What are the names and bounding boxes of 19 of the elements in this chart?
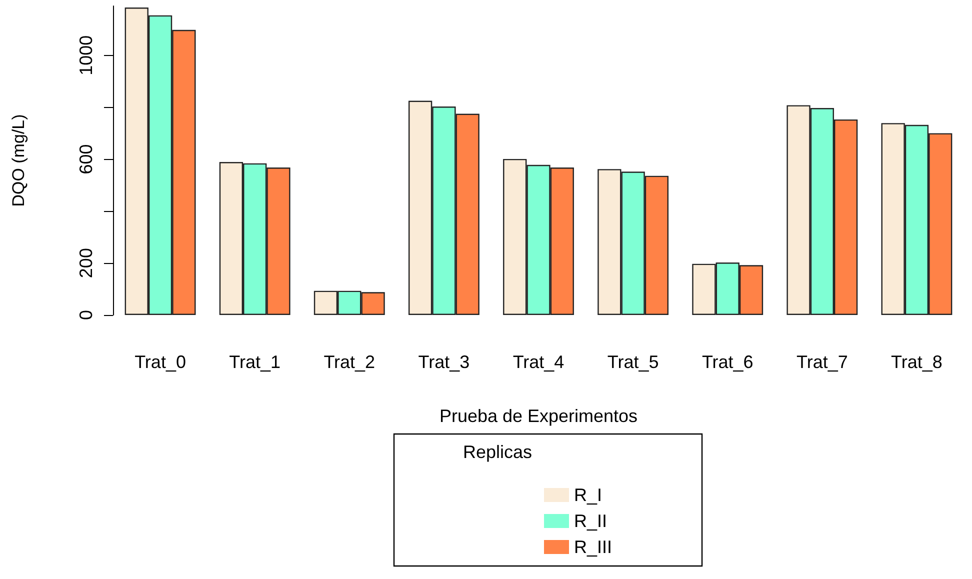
x-tick-label: Trat_8 — [891, 352, 942, 372]
x-tick-label: Trat_0 — [134, 352, 186, 372]
y-tick-label: 0 — [76, 310, 96, 320]
y-tick-label: 1000 — [76, 35, 96, 76]
x-tick-label: Trat_5 — [607, 352, 659, 372]
y-axis-title: DQO (mg/L) — [9, 114, 28, 207]
x-axis-title: Prueba de Experimentos — [439, 406, 638, 426]
y-tick-label: 600 — [76, 144, 96, 174]
x-tick-label: Trat_4 — [512, 352, 564, 372]
legend-label: R_II — [574, 511, 608, 531]
x-tick-label: Trat_6 — [702, 352, 754, 372]
x-tick-label: Trat_3 — [418, 352, 470, 372]
y-tick-label: 200 — [76, 248, 96, 278]
legend-title: Replicas — [463, 442, 532, 462]
x-tick-label: Trat_1 — [229, 352, 281, 372]
legend-label: R_III — [574, 537, 612, 557]
legend-label: R_I — [574, 485, 602, 505]
x-tick-label: Trat_2 — [324, 352, 376, 372]
x-tick-label: Trat_7 — [796, 352, 848, 372]
